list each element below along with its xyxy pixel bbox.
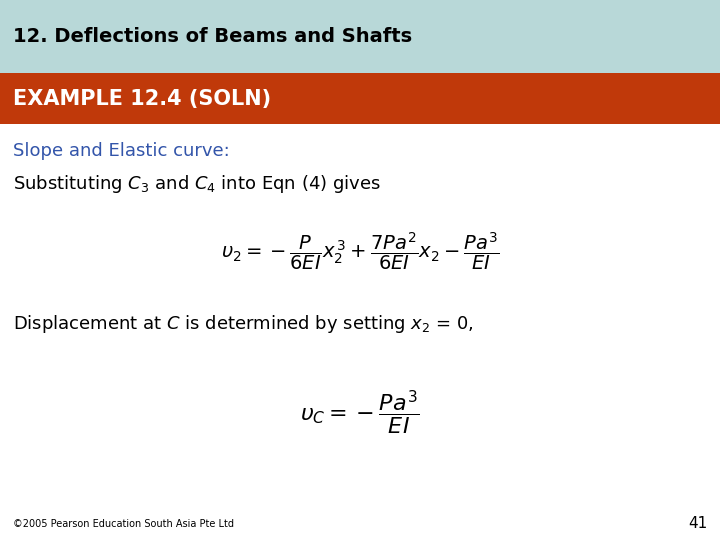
Text: 41: 41 (688, 516, 707, 531)
Text: Slope and Elastic curve:: Slope and Elastic curve: (13, 142, 230, 160)
Text: EXAMPLE 12.4 (SOLN): EXAMPLE 12.4 (SOLN) (13, 89, 271, 109)
Text: 12. Deflections of Beams and Shafts: 12. Deflections of Beams and Shafts (13, 27, 412, 46)
FancyBboxPatch shape (0, 0, 720, 73)
Text: ©2005 Pearson Education South Asia Pte Ltd: ©2005 Pearson Education South Asia Pte L… (13, 519, 234, 529)
Text: $\upsilon_2 = -\dfrac{P}{6EI}x_2^{\,3} + \dfrac{7Pa^2}{6EI}x_2 - \dfrac{Pa^3}{EI: $\upsilon_2 = -\dfrac{P}{6EI}x_2^{\,3} +… (221, 230, 499, 272)
Text: Substituting $C_3$ and $C_4$ into Eqn (4) gives: Substituting $C_3$ and $C_4$ into Eqn (4… (13, 173, 381, 194)
Text: $\upsilon_C = -\dfrac{Pa^3}{EI}$: $\upsilon_C = -\dfrac{Pa^3}{EI}$ (300, 389, 420, 437)
FancyBboxPatch shape (0, 73, 720, 124)
Text: Displacement at $C$ is determined by setting $x_2$ = 0,: Displacement at $C$ is determined by set… (13, 313, 474, 335)
